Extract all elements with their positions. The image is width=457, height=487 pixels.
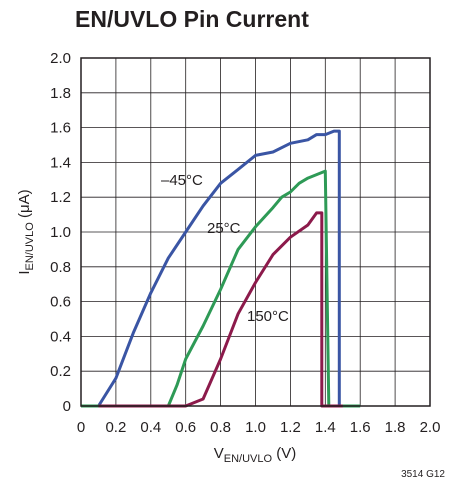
- series-line-25: [81, 169, 361, 408]
- x-tick-label: 0.8: [210, 419, 231, 436]
- series-line-minus45: [81, 129, 341, 408]
- plot-frame: [80, 57, 431, 407]
- y-tick-label: 1.6: [50, 120, 71, 137]
- series-layer: [81, 129, 361, 408]
- x-tick-label: 0: [77, 419, 85, 436]
- series-label-25: 25°C: [207, 220, 241, 237]
- x-tick-label: 0.4: [140, 419, 161, 436]
- x-tick-label: 1.4: [315, 419, 336, 436]
- y-tick-label: 0.2: [50, 363, 71, 380]
- x-tick-label: 1.2: [280, 419, 301, 436]
- y-axis-label: IEN/UVLO (μA): [16, 189, 36, 274]
- x-tick-label: 1.6: [350, 419, 371, 436]
- y-tick-labels: 0 0.2 0.4 0.6 0.8 1.0 1.2 1.4 1.6 1.8 2.0: [50, 50, 71, 415]
- x-tick-label: 0.6: [175, 419, 196, 436]
- y-tick-label: 1.8: [50, 85, 71, 102]
- x-tick-label: 1.0: [245, 419, 266, 436]
- series-line-150: [98, 211, 343, 408]
- y-tick-label: 0: [63, 398, 71, 415]
- x-tick-label: 2.0: [420, 419, 441, 436]
- y-tick-label: 0.6: [50, 294, 71, 311]
- y-tick-label: 1.4: [50, 154, 71, 171]
- y-tick-label: 2.0: [50, 50, 71, 67]
- x-tick-label: 0.2: [105, 419, 126, 436]
- y-tick-label: 0.4: [50, 328, 71, 345]
- chart-title: EN/UVLO Pin Current: [75, 6, 309, 32]
- y-tick-label: 1.0: [50, 224, 71, 241]
- x-tick-labels: 0 0.2 0.4 0.6 0.8 1.0 1.2 1.4 1.6 1.8 2.0: [77, 419, 441, 436]
- grid: [80, 57, 431, 407]
- x-tick-label: 1.8: [385, 419, 406, 436]
- figure-id: 3514 G12: [401, 469, 445, 480]
- y-tick-label: 1.2: [50, 189, 71, 206]
- x-axis-label: VEN/UVLO (V): [214, 445, 296, 465]
- series-label-150: 150°C: [247, 308, 289, 325]
- series-label-minus45: –45°C: [161, 172, 203, 189]
- y-tick-label: 0.8: [50, 259, 71, 276]
